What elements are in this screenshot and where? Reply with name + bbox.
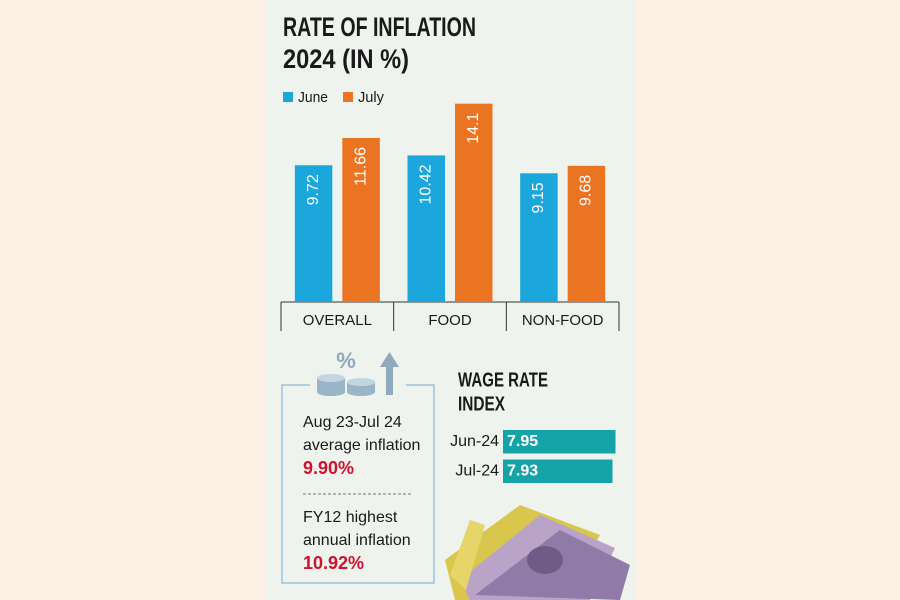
chart-title: WAGE RATE (458, 369, 548, 391)
info-value: 9.90% (303, 458, 354, 478)
money-illustration (445, 505, 630, 600)
info-period: FY12 highest (303, 509, 398, 526)
value-label: 9.68 (578, 175, 595, 206)
bar (407, 155, 445, 302)
bar (294, 165, 333, 302)
chart-title: RATE OF INFLATION (283, 12, 476, 42)
bar (455, 103, 493, 302)
legend-label: June (298, 89, 328, 106)
info-box-border (281, 384, 435, 584)
chart-title: INDEX (458, 393, 506, 415)
y-tick-label: Jun-24 (450, 433, 499, 450)
bar (342, 137, 380, 302)
bar (520, 173, 558, 302)
bar (567, 165, 606, 302)
value-label: 11.66 (352, 147, 369, 186)
info-value: 10.92% (303, 553, 364, 573)
info-period: Aug 23-Jul 24 (303, 414, 402, 431)
legend-swatch (343, 92, 353, 102)
legend-swatch (283, 92, 293, 102)
bar (503, 459, 613, 483)
x-tick-label: OVERALL (303, 312, 372, 329)
value-label: 7.95 (507, 433, 538, 450)
svg-text:%: % (336, 348, 356, 373)
value-label: 14.1 (465, 113, 482, 144)
y-tick-label: Jul-24 (455, 462, 499, 479)
info-label: annual inflation (303, 532, 411, 549)
x-tick-label: FOOD (428, 312, 471, 329)
value-label: 9.15 (530, 182, 547, 213)
chart-title: 2024 (IN %) (283, 44, 409, 74)
x-tick-label: NON-FOOD (522, 312, 604, 329)
value-label: 10.42 (417, 164, 434, 204)
bar (503, 430, 616, 454)
info-label: average inflation (303, 437, 420, 454)
legend-label: July (358, 89, 384, 106)
value-label: 7.93 (507, 462, 538, 479)
inflation-icon: % (317, 348, 399, 396)
value-label: 9.72 (305, 174, 322, 205)
